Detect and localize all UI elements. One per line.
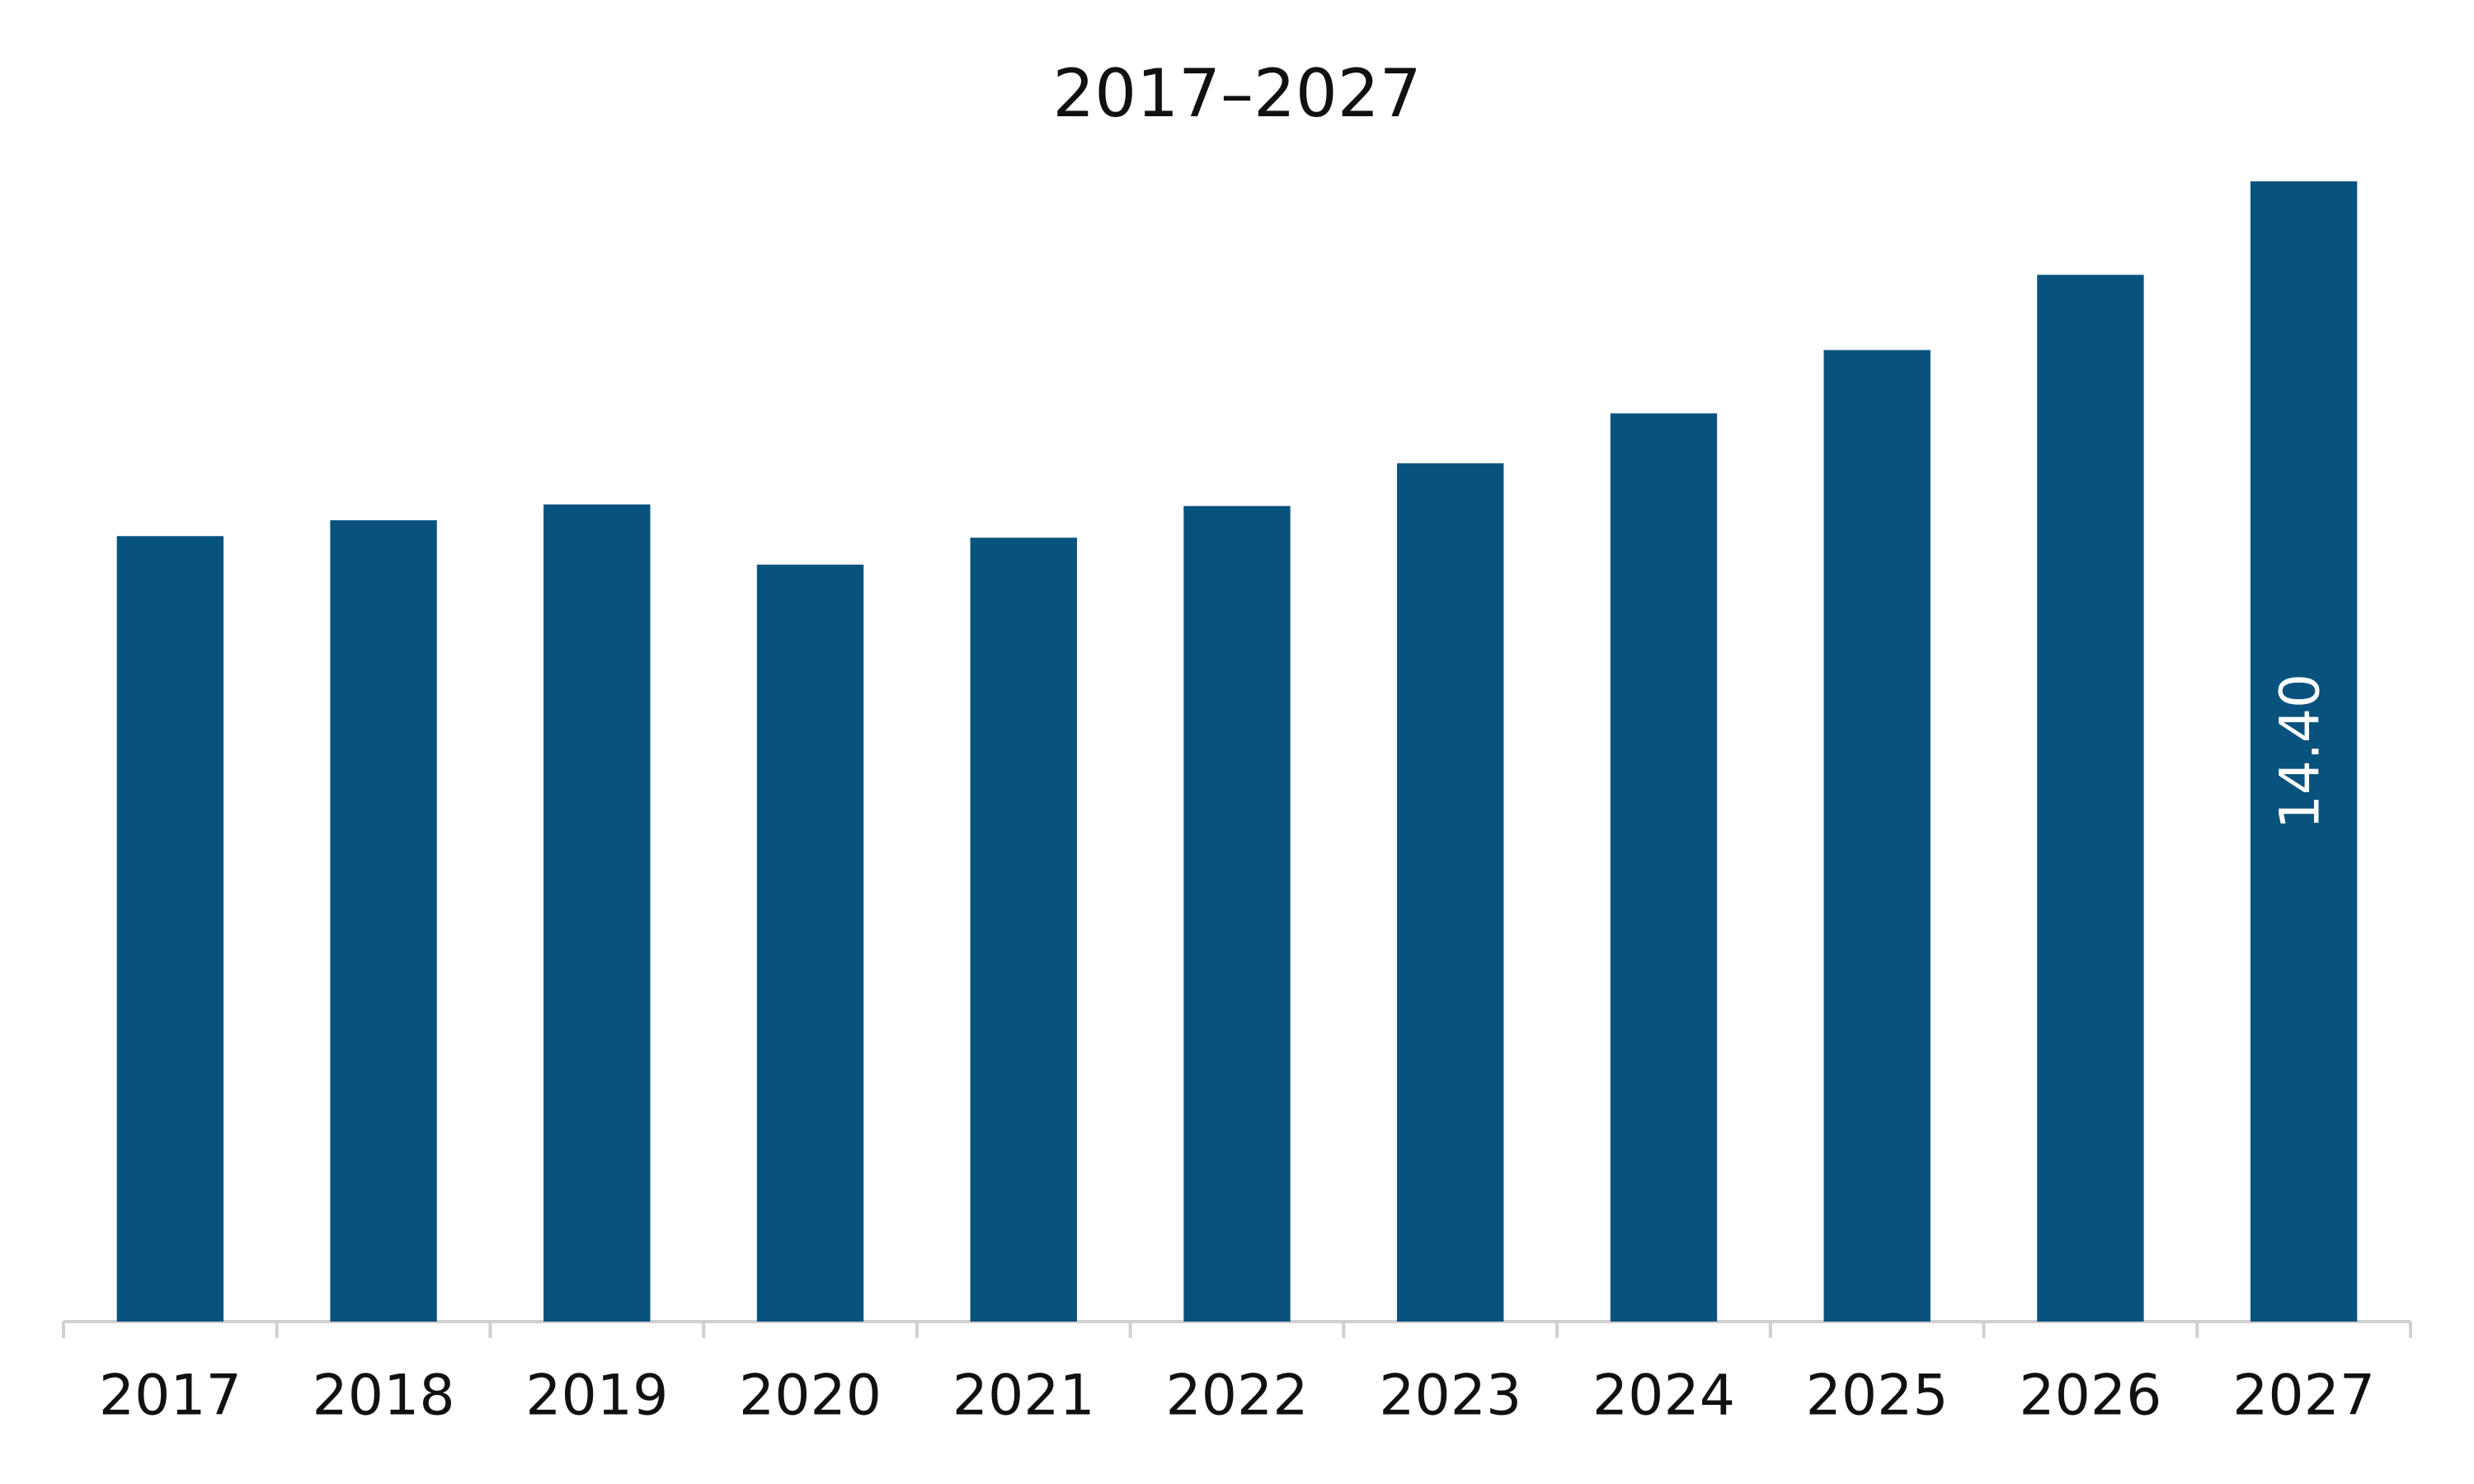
bar <box>116 536 224 1322</box>
bar <box>2250 181 2358 1322</box>
x-tick-label: 2023 <box>1379 1364 1522 1429</box>
data-label: 14.40 <box>2269 674 2332 829</box>
x-tick-label: 2021 <box>952 1364 1095 1429</box>
bar <box>330 520 437 1322</box>
bar <box>1610 413 1718 1322</box>
bar <box>970 538 1077 1322</box>
x-tick-label: 2027 <box>2232 1364 2375 1429</box>
bar <box>1823 350 1931 1322</box>
x-tick-label: 2018 <box>313 1364 455 1429</box>
x-tick-label: 2024 <box>1592 1364 1735 1429</box>
bar <box>1183 505 1291 1322</box>
bar <box>543 504 651 1322</box>
bar <box>756 564 864 1322</box>
x-tick-label: 2026 <box>2019 1364 2161 1429</box>
x-tick-label: 2020 <box>739 1364 882 1429</box>
bar <box>2037 275 2144 1322</box>
bar <box>1397 463 1504 1322</box>
x-tick-label: 2017 <box>99 1364 242 1429</box>
chart-title: 2017–2027 <box>1052 55 1421 132</box>
x-tick-label: 2019 <box>525 1364 668 1429</box>
x-tick-label: 2025 <box>1806 1364 1949 1429</box>
x-tick-label: 2022 <box>1165 1364 1308 1429</box>
